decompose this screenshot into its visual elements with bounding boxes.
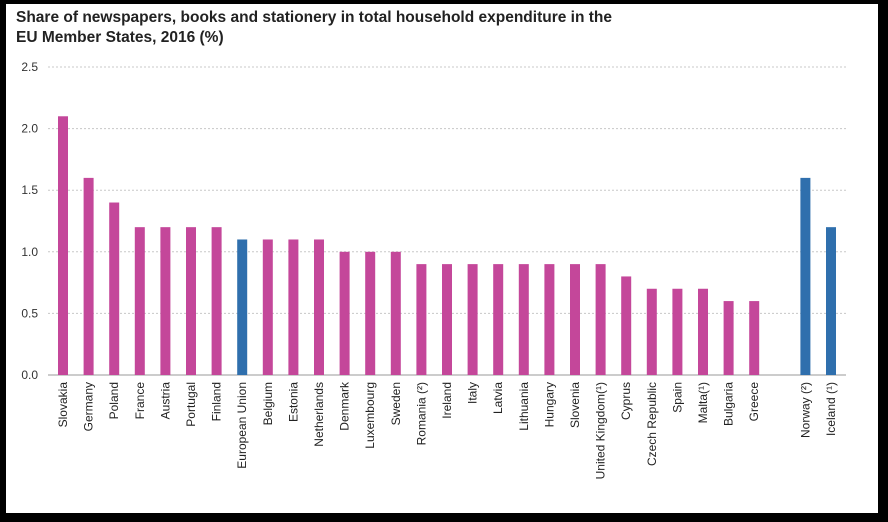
x-tick-label: Romania (²) — [414, 382, 428, 445]
bar-belgium — [262, 239, 273, 375]
x-tick-label: Portugal — [184, 382, 198, 427]
bars — [58, 116, 836, 375]
y-tick-label: 2.5 — [21, 60, 38, 74]
bar-slovakia — [58, 116, 68, 375]
bar-czech-republic — [646, 288, 657, 375]
x-tick-label: Sweden — [389, 382, 403, 425]
chart-title-line-1: Share of newspapers, books and stationer… — [16, 9, 612, 26]
bar-luxembourg — [365, 251, 376, 375]
bar-norway — [800, 177, 811, 375]
bar-italy — [467, 264, 478, 375]
bar-cyprus — [621, 276, 632, 375]
x-axis-labels: Slovakia Germany Poland France Austria Portug… — [56, 381, 838, 479]
bar-latvia — [493, 264, 504, 375]
y-axis-ticks: 0.0 0.5 1.0 1.5 2.0 2.5 — [21, 60, 38, 382]
x-tick-label: United Kingdom(¹) — [594, 382, 608, 479]
x-tick-label: Slovakia — [56, 382, 70, 428]
x-tick-label: Lithuania — [517, 382, 531, 431]
x-tick-label: Latvia — [491, 382, 505, 414]
bar-hungary — [544, 264, 555, 375]
x-tick-label: Cyprus — [619, 382, 633, 420]
bar-united-kingdom — [595, 264, 606, 375]
bar-portugal — [186, 227, 196, 375]
bar-austria — [160, 227, 171, 375]
x-tick-label: Malta(¹) — [696, 382, 710, 423]
y-tick-label: 1.0 — [21, 245, 38, 259]
bar-ireland — [442, 264, 452, 375]
x-tick-label: France — [133, 382, 147, 420]
bar-romania — [416, 264, 427, 375]
x-tick-label: Iceland (¹) — [824, 382, 838, 436]
bar-poland — [109, 202, 120, 375]
bar-chart: 0.0 0.5 1.0 1.5 2.0 2.5 Slovakia Germany Poland… — [21, 60, 846, 479]
bar-denmark — [339, 251, 350, 375]
x-tick-label: Germany — [82, 382, 96, 431]
y-tick-label: 0.0 — [21, 368, 38, 382]
x-tick-label: Finland — [210, 382, 224, 421]
bar-germany — [83, 177, 94, 375]
bar-finland — [211, 227, 222, 375]
x-tick-label: Ireland — [440, 382, 454, 419]
x-tick-label: Poland — [107, 382, 121, 419]
x-tick-label: European Union — [235, 382, 249, 469]
bar-estonia — [288, 239, 299, 375]
bar-slovenia — [570, 264, 580, 375]
x-tick-label: Denmark — [338, 381, 352, 431]
y-tick-label: 2.0 — [21, 122, 38, 136]
chart-title-line-2: EU Member States, 2016 (%) — [16, 29, 224, 46]
x-tick-label: Italy — [466, 382, 480, 404]
x-tick-label: Netherlands — [312, 382, 326, 447]
x-tick-label: Spain — [670, 382, 684, 413]
bar-iceland — [826, 227, 836, 375]
x-tick-label: Estonia — [286, 382, 300, 422]
bar-france — [134, 227, 145, 375]
x-tick-label: Greece — [747, 382, 761, 422]
bar-sweden — [390, 251, 401, 375]
bar-bulgaria — [723, 301, 734, 375]
bar-netherlands — [314, 239, 324, 375]
bar-lithuania — [518, 264, 529, 375]
bar-spain — [672, 288, 683, 375]
x-tick-label: Austria — [158, 382, 172, 420]
chart-title: Share of newspapers, books and stationer… — [16, 8, 776, 48]
y-tick-label: 0.5 — [21, 306, 38, 320]
x-tick-label: Belgium — [261, 382, 275, 425]
x-tick-label: Luxembourg — [363, 382, 377, 449]
x-tick-label: Hungary — [542, 382, 556, 427]
chart-frame: Share of newspapers, books and stationer… — [6, 4, 878, 513]
bar-greece — [749, 301, 760, 375]
x-tick-label: Norway (²) — [798, 382, 812, 438]
x-tick-label: Slovenia — [568, 382, 582, 428]
bar-european-union — [237, 239, 248, 375]
x-tick-label: Czech Republic — [645, 382, 659, 466]
y-tick-label: 1.5 — [21, 183, 38, 197]
bar-malta — [698, 288, 708, 375]
x-tick-label: Bulgaria — [722, 382, 736, 426]
